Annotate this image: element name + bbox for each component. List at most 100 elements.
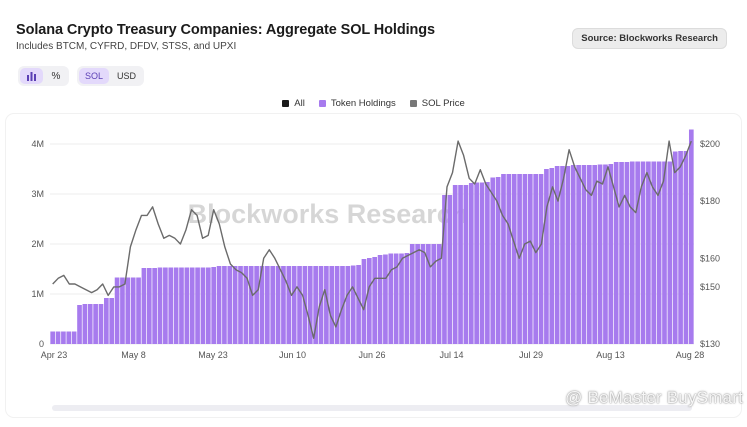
bar — [383, 254, 388, 344]
bar — [243, 266, 249, 344]
bar — [334, 266, 340, 344]
y-right-tick-label: $160 — [700, 253, 720, 263]
y-right-tick-label: $200 — [700, 139, 720, 149]
bar — [404, 253, 410, 344]
bar — [227, 266, 233, 344]
bar — [259, 266, 265, 344]
unit-toggle: SOL USD — [77, 66, 145, 86]
bar — [613, 162, 619, 344]
bar — [361, 259, 367, 344]
x-tick-label: Aug 13 — [596, 350, 625, 360]
bar — [184, 267, 190, 344]
bar — [50, 331, 56, 344]
bar — [560, 166, 565, 344]
bar — [313, 266, 318, 344]
bar — [366, 258, 372, 344]
bar — [672, 151, 678, 344]
x-tick-label: Jul 14 — [439, 350, 463, 360]
bar — [431, 244, 437, 344]
bar — [565, 166, 571, 344]
chart-subtitle: Includes BTCM, CYFRD, DFDV, STSS, and UP… — [16, 41, 237, 52]
bar — [232, 266, 238, 344]
bar — [629, 161, 635, 344]
bar — [426, 244, 431, 344]
chart-area: Blockworks Research 0 1M 2M 3M 4M $130 $150 $16… — [6, 114, 741, 417]
bar — [98, 304, 104, 344]
bar — [157, 267, 163, 344]
bar — [662, 161, 667, 344]
bar — [200, 267, 206, 344]
bar — [350, 265, 356, 344]
legend-label-all: All — [294, 98, 305, 109]
y-right-tick-label: $130 — [700, 339, 720, 349]
bar — [179, 267, 184, 344]
bar — [495, 177, 501, 344]
watermark: Blockworks Research — [188, 199, 469, 229]
bar — [597, 164, 603, 344]
bar — [136, 277, 141, 344]
bar — [554, 166, 560, 344]
bar — [592, 165, 598, 344]
bar — [55, 331, 61, 344]
bar — [651, 161, 657, 344]
bar — [61, 331, 66, 344]
bar — [275, 266, 281, 344]
bar — [356, 265, 361, 344]
bar — [517, 174, 522, 344]
bar — [211, 267, 217, 344]
bar-chart-icon — [27, 72, 36, 81]
y-left-tick-label: 1M — [31, 289, 44, 299]
x-tick-label: Jul 29 — [519, 350, 543, 360]
x-tick-label: May 8 — [121, 350, 146, 360]
bar — [538, 174, 544, 344]
legend-item-token-holdings[interactable]: Token Holdings — [318, 98, 396, 109]
unit-usd-button[interactable]: USD — [117, 71, 137, 81]
bar — [318, 266, 324, 344]
chart-range-scroller[interactable] — [52, 405, 692, 411]
legend-item-all[interactable]: All — [282, 98, 305, 109]
bar — [490, 177, 496, 344]
bar — [125, 277, 131, 344]
bar — [71, 331, 77, 344]
bar — [120, 277, 125, 344]
bar — [82, 304, 88, 344]
bar — [286, 266, 292, 344]
bar — [87, 304, 93, 344]
bar — [291, 266, 297, 344]
line-layer — [52, 140, 692, 340]
bars-layer — [50, 129, 694, 344]
source-badge[interactable]: Source: Blockworks Research — [572, 28, 727, 49]
bar — [485, 182, 490, 344]
bar — [624, 162, 630, 344]
x-tick-label: May 23 — [198, 350, 228, 360]
bar-view-button[interactable] — [20, 68, 43, 84]
unit-sol-button[interactable]: SOL — [79, 68, 110, 84]
y-right-tick-label: $180 — [700, 196, 720, 206]
percent-icon: % — [51, 70, 61, 82]
bar — [415, 244, 420, 344]
percent-view-button[interactable]: % — [45, 68, 67, 84]
y-left-tick-label: 0 — [39, 339, 44, 349]
bar — [114, 277, 120, 344]
bar — [248, 266, 254, 344]
bar — [608, 164, 614, 344]
view-toggle: % — [18, 66, 69, 86]
legend-item-sol-price[interactable]: SOL Price — [409, 98, 465, 109]
bar — [570, 165, 576, 344]
bar — [506, 174, 512, 344]
bar — [463, 185, 469, 344]
legend-label-token-holdings: Token Holdings — [330, 98, 396, 109]
bar — [533, 174, 539, 344]
bar — [603, 164, 608, 344]
chart-controls: % SOL USD — [18, 66, 145, 86]
sol-price-line — [52, 140, 692, 340]
bar — [468, 183, 474, 344]
bar — [479, 182, 485, 344]
bar — [667, 161, 673, 344]
bar — [501, 174, 506, 344]
bar — [254, 266, 259, 344]
bar — [173, 267, 179, 344]
bar — [152, 268, 157, 344]
bar — [635, 161, 640, 344]
bar — [141, 268, 147, 344]
